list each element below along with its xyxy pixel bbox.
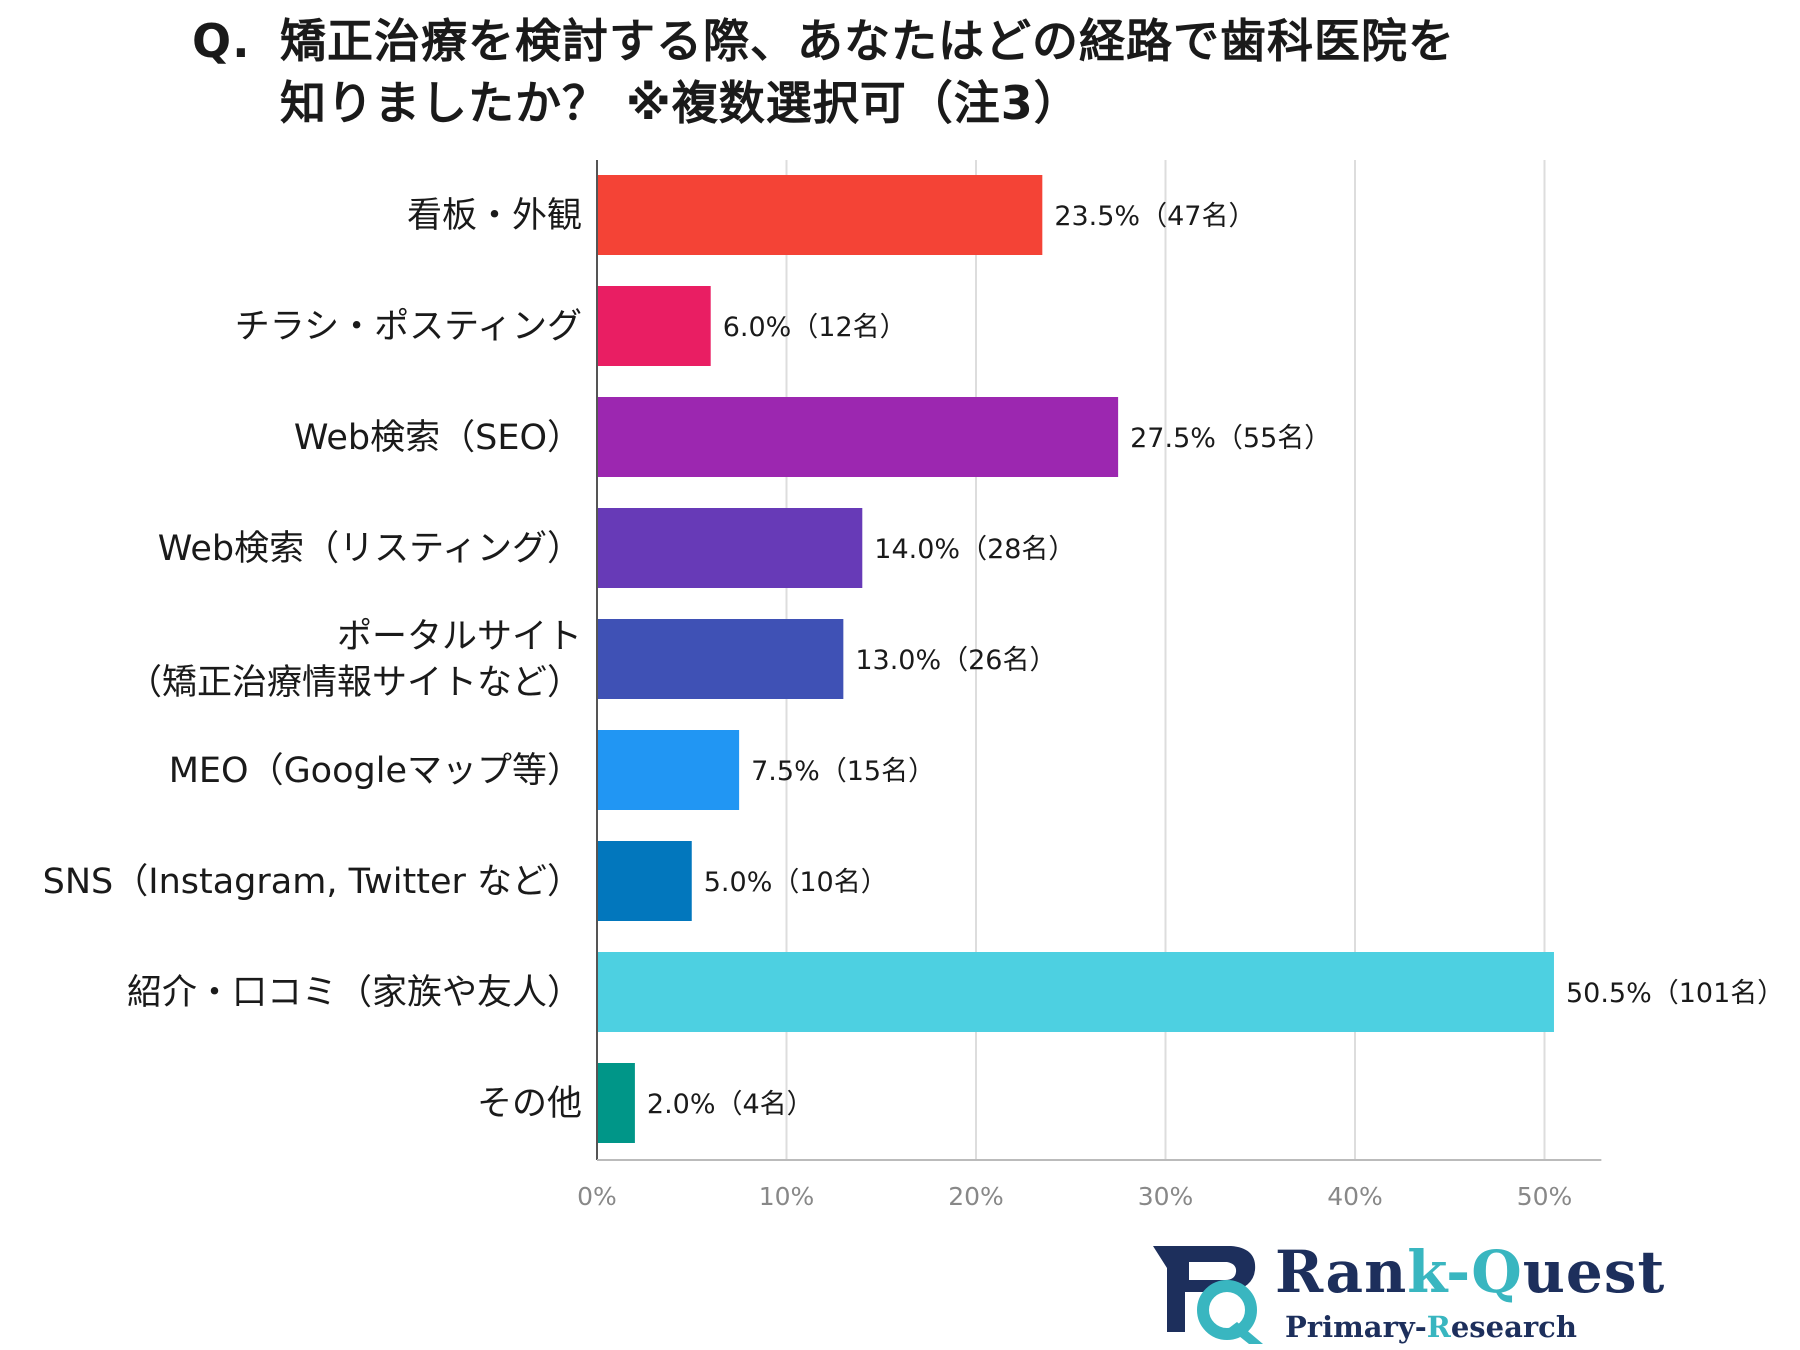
x-tick-label-40: 40% — [1327, 1182, 1383, 1211]
category-label-3: Web検索（リスティング） — [158, 529, 582, 569]
data-label-2: 27.5%（55名） — [1130, 423, 1331, 454]
category-label-7: 紹介・口コミ（家族や友人） — [127, 973, 582, 1013]
logo-name-part-2: k- — [1407, 1238, 1472, 1306]
data-label-0: 23.5%（47名） — [1054, 201, 1255, 232]
x-tick-label-30: 30% — [1138, 1182, 1194, 1211]
data-label-3: 14.0%（28名） — [874, 534, 1075, 565]
bar-chart: 23.5%（47名） 看板・外観 6.0%（12名） チラシ・ポスティング 27.5%（… — [43, 160, 1784, 1211]
bar-3 — [597, 508, 863, 588]
category-label-4-line-1: （矯正治療情報サイトなど） — [127, 663, 582, 703]
category-label-1: チラシ・ポスティング — [235, 307, 582, 347]
title-prefix: Q. — [192, 14, 251, 68]
logo-name-part-3: Q — [1471, 1238, 1523, 1306]
category-label-2: Web検索（SEO） — [294, 418, 582, 458]
bar-6 — [597, 841, 692, 921]
x-tick-label-20: 20% — [948, 1182, 1004, 1211]
chart-title: Q. 矯正治療を検討する際、あなたはどの経路で歯科医院を 知りましたか？ ※複数選… — [192, 10, 1455, 134]
x-tick-label-10: 10% — [759, 1182, 815, 1211]
data-label-8: 2.0%（4名） — [647, 1089, 814, 1120]
logo-tagline: Primary-Research — [1285, 1310, 1577, 1344]
rank-quest-logo-mark-icon — [1153, 1246, 1263, 1344]
logo-name-part-1: Ran — [1275, 1238, 1408, 1306]
bar-7 — [597, 952, 1554, 1032]
title-line1-text: 矯正治療を検討する際、あなたはどの経路で歯科医院を — [280, 14, 1455, 68]
data-label-1: 6.0%（12名） — [723, 312, 907, 343]
category-label-6: SNS（Instagram, Twitter など） — [43, 862, 582, 902]
category-label-5: MEO（Googleマップ等） — [169, 751, 582, 791]
bar-4 — [597, 619, 844, 699]
bar-8 — [597, 1063, 635, 1143]
category-label-4-line-0: ポータルサイト — [337, 617, 582, 657]
bar-2 — [597, 397, 1119, 477]
x-tick-label-50: 50% — [1517, 1182, 1573, 1211]
rank-quest-logo: Rank-Quest Primary-Research — [1145, 1238, 1664, 1345]
title-line-1: Q. 矯正治療を検討する際、あなたはどの経路で歯科医院を — [192, 10, 1455, 72]
data-label-6: 5.0%（10名） — [704, 867, 888, 898]
x-tick-label-0: 0% — [577, 1182, 617, 1211]
logo-sub-part-2: R — [1426, 1310, 1451, 1344]
bar-5 — [597, 730, 740, 810]
bar-0 — [597, 175, 1043, 255]
logo-sub-part-3: esearch — [1450, 1310, 1577, 1344]
logo-sub-part-1: Primary- — [1285, 1310, 1427, 1344]
category-label-8: その他 — [477, 1084, 582, 1124]
data-label-5: 7.5%（15名） — [751, 756, 935, 787]
logo-name-part-4: uest — [1522, 1238, 1666, 1306]
title-line-2: 知りましたか？ ※複数選択可（注3） — [280, 76, 1081, 130]
category-label-0: 看板・外観 — [407, 196, 582, 236]
data-label-7: 50.5%（101名） — [1566, 978, 1784, 1009]
data-label-4: 13.0%（26名） — [855, 645, 1056, 676]
logo-brand-name: Rank-Quest — [1275, 1238, 1665, 1306]
bar-1 — [597, 286, 711, 366]
